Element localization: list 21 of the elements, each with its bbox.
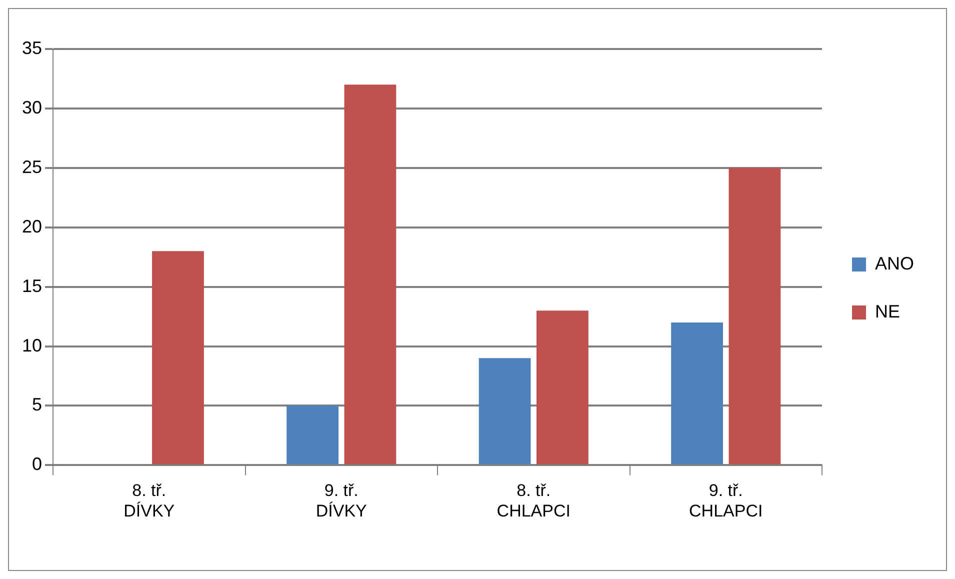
x-tick-label: 9. tř. DÍVKY bbox=[316, 481, 367, 520]
bar bbox=[344, 84, 396, 464]
legend-label: ANO bbox=[874, 253, 914, 274]
y-tick-label: 35 bbox=[22, 38, 42, 58]
bar bbox=[286, 406, 339, 464]
bar bbox=[728, 168, 781, 464]
bar bbox=[152, 251, 204, 464]
x-tick-label: 8. tř. CHLAPCI bbox=[496, 481, 570, 520]
y-tick-label: 0 bbox=[32, 454, 42, 474]
bar bbox=[671, 322, 723, 464]
legend-label: NE bbox=[874, 301, 900, 322]
x-tick-label: 8. tř. DÍVKY bbox=[124, 481, 175, 520]
y-tick-label: 20 bbox=[22, 216, 42, 236]
bar bbox=[536, 310, 588, 464]
y-tick-label: 30 bbox=[22, 97, 42, 118]
x-tick-label: 9. tř. CHLAPCI bbox=[689, 481, 763, 520]
y-tick-label: 15 bbox=[22, 276, 42, 296]
bar bbox=[478, 358, 531, 464]
y-tick-label: 5 bbox=[32, 394, 42, 415]
y-tick-label: 10 bbox=[22, 335, 42, 356]
y-tick-label: 25 bbox=[22, 156, 42, 177]
